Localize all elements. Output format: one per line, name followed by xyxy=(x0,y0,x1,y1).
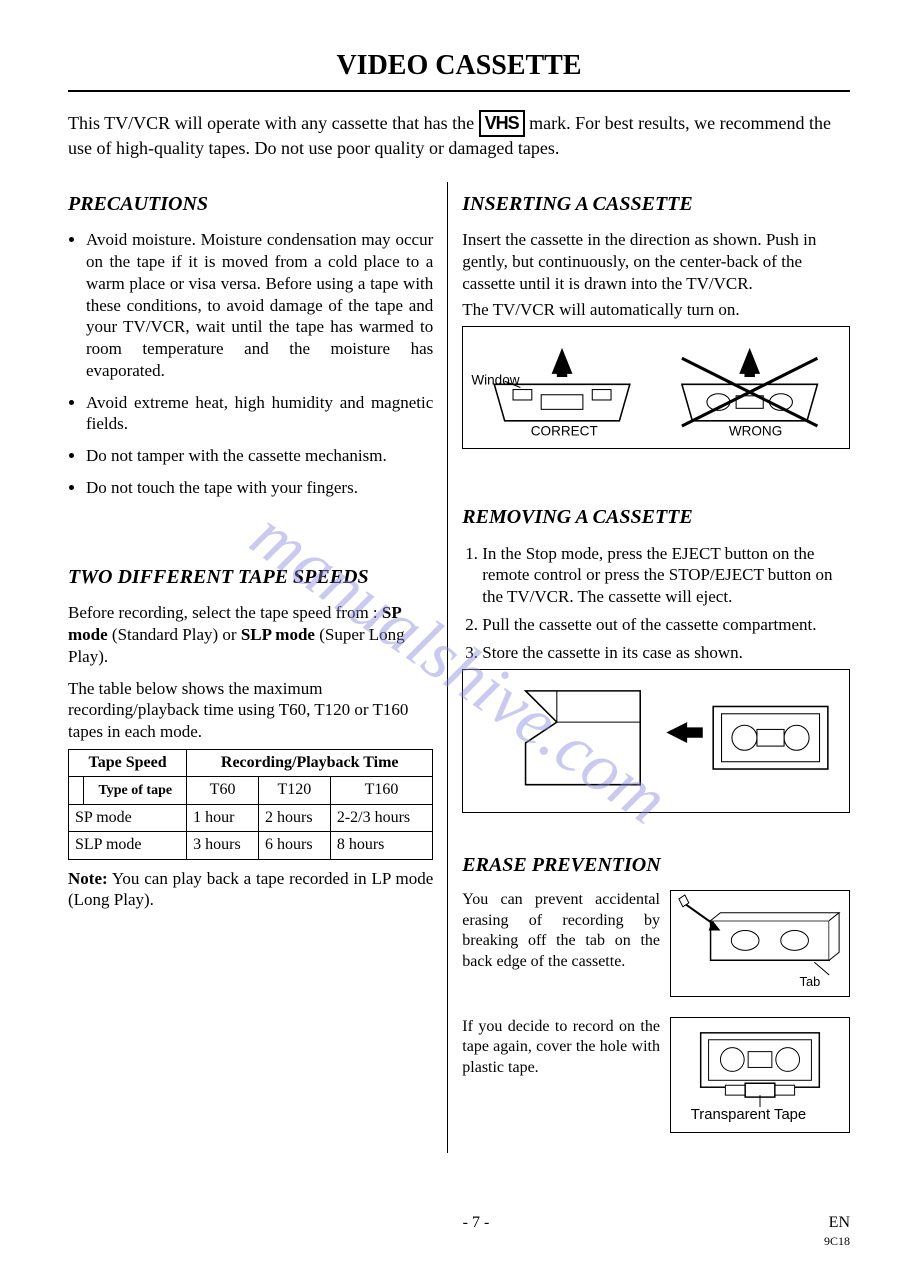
inserting-heading: INSERTING A CASSETTE xyxy=(462,192,850,218)
cell-mode: SP mode xyxy=(69,804,187,831)
inserting-figure: Window CORRECT WRONG xyxy=(462,326,850,448)
cell-val: 6 hours xyxy=(258,832,330,859)
erase-heading: ERASE PREVENTION xyxy=(462,853,850,879)
erase-p2: If you decide to record on the tape agai… xyxy=(462,1017,660,1078)
speeds-note: Note: You can play back a tape recorded … xyxy=(68,868,433,912)
th-t160: T160 xyxy=(330,777,432,804)
removing-step: In the Stop mode, press the EJECT button… xyxy=(482,543,850,608)
table-header-row: Tape Speed Recording/Playback Time xyxy=(69,749,433,776)
title-rule xyxy=(68,90,850,92)
footer-code: 9C18 xyxy=(824,1234,850,1249)
page-title: VIDEO CASSETTE xyxy=(68,48,850,84)
vhs-mark: VHS xyxy=(479,110,525,137)
th-t60: T60 xyxy=(187,777,259,804)
removing-step: Pull the cassette out of the cassette co… xyxy=(482,614,850,636)
text: Before recording, select the tape speed … xyxy=(68,603,382,622)
erase-row-1: You can prevent accidental erasing of re… xyxy=(462,890,850,997)
erase-p1: You can prevent accidental erasing of re… xyxy=(462,890,660,972)
th-rec-time: Recording/Playback Time xyxy=(187,749,433,776)
inserting-para-2: The TV/VCR will automatically turn on. xyxy=(462,299,850,321)
cell-val: 2 hours xyxy=(258,804,330,831)
cell-mode: SLP mode xyxy=(69,832,187,859)
cell-empty xyxy=(69,777,84,804)
cassette-case-svg xyxy=(463,670,849,806)
precautions-list: Avoid moisture. Moisture condensation ma… xyxy=(68,229,433,498)
removing-heading: REMOVING A CASSETTE xyxy=(462,505,850,531)
page-footer: - 7 - EN 9C18 xyxy=(68,1213,850,1249)
table-row: SLP mode 3 hours 6 hours 8 hours xyxy=(69,832,433,859)
precautions-heading: PRECAUTIONS xyxy=(68,192,433,218)
inserting-para: Insert the cassette in the direction as … xyxy=(462,229,850,294)
erase-row-2: If you decide to record on the tape agai… xyxy=(462,1017,850,1134)
slp-mode-label: SLP mode xyxy=(241,625,315,644)
precaution-item: Do not tamper with the cassette mechanis… xyxy=(86,445,433,467)
svg-text:WRONG: WRONG xyxy=(729,424,782,439)
cell-val: 2-2/3 hours xyxy=(330,804,432,831)
precaution-item: Do not touch the tape with your fingers. xyxy=(86,477,433,499)
th-t120: T120 xyxy=(258,777,330,804)
text: (Standard Play) or xyxy=(108,625,241,644)
erase-tab-figure: Tab xyxy=(670,890,850,997)
speeds-heading: TWO DIFFERENT TAPE SPEEDS xyxy=(68,565,433,591)
erase-tape-figure: Transparent Tape xyxy=(670,1017,850,1134)
tape-speed-table: Tape Speed Recording/Playback Time Type … xyxy=(68,749,433,860)
precaution-item: Avoid moisture. Moisture condensation ma… xyxy=(86,229,433,381)
cell-val: 3 hours xyxy=(187,832,259,859)
erase-tab-svg: Tab xyxy=(671,891,849,990)
table-row: SP mode 1 hour 2 hours 2-2/3 hours xyxy=(69,804,433,831)
th-tape-speed: Tape Speed xyxy=(69,749,187,776)
speeds-intro-1: Before recording, select the tape speed … xyxy=(68,602,433,667)
svg-text:Window: Window xyxy=(472,373,520,388)
th-type-of-tape: Type of tape xyxy=(84,777,187,804)
erase-tape-svg: Transparent Tape xyxy=(671,1018,849,1127)
removing-step: Store the cassette in its case as shown. xyxy=(482,642,850,664)
table-subheader-row: Type of tape T60 T120 T160 xyxy=(69,777,433,804)
cell-val: 1 hour xyxy=(187,804,259,831)
intro-before: This TV/VCR will operate with any casset… xyxy=(68,113,479,133)
intro-paragraph: This TV/VCR will operate with any casset… xyxy=(68,110,850,160)
cassette-insert-svg: Window CORRECT WRONG xyxy=(463,327,849,442)
precaution-item: Avoid extreme heat, high humidity and ma… xyxy=(86,392,433,436)
removing-figure xyxy=(462,669,850,812)
cell-val: 8 hours xyxy=(330,832,432,859)
left-column: PRECAUTIONS Avoid moisture. Moisture con… xyxy=(68,182,447,1153)
removing-steps: In the Stop mode, press the EJECT button… xyxy=(462,543,850,664)
svg-text:Transparent Tape: Transparent Tape xyxy=(691,1107,806,1123)
speeds-intro-2: The table below shows the maximum record… xyxy=(68,678,433,743)
page-number: - 7 - xyxy=(128,1213,824,1249)
svg-text:Tab: Tab xyxy=(800,974,821,989)
note-label: Note: xyxy=(68,869,108,888)
note-text: You can play back a tape recorded in LP … xyxy=(68,869,433,910)
two-column-layout: manualshive.com PRECAUTIONS Avoid moistu… xyxy=(68,182,850,1153)
svg-text:CORRECT: CORRECT xyxy=(531,424,598,439)
footer-lang: EN xyxy=(824,1213,850,1233)
right-column: INSERTING A CASSETTE Insert the cassette… xyxy=(447,182,850,1153)
